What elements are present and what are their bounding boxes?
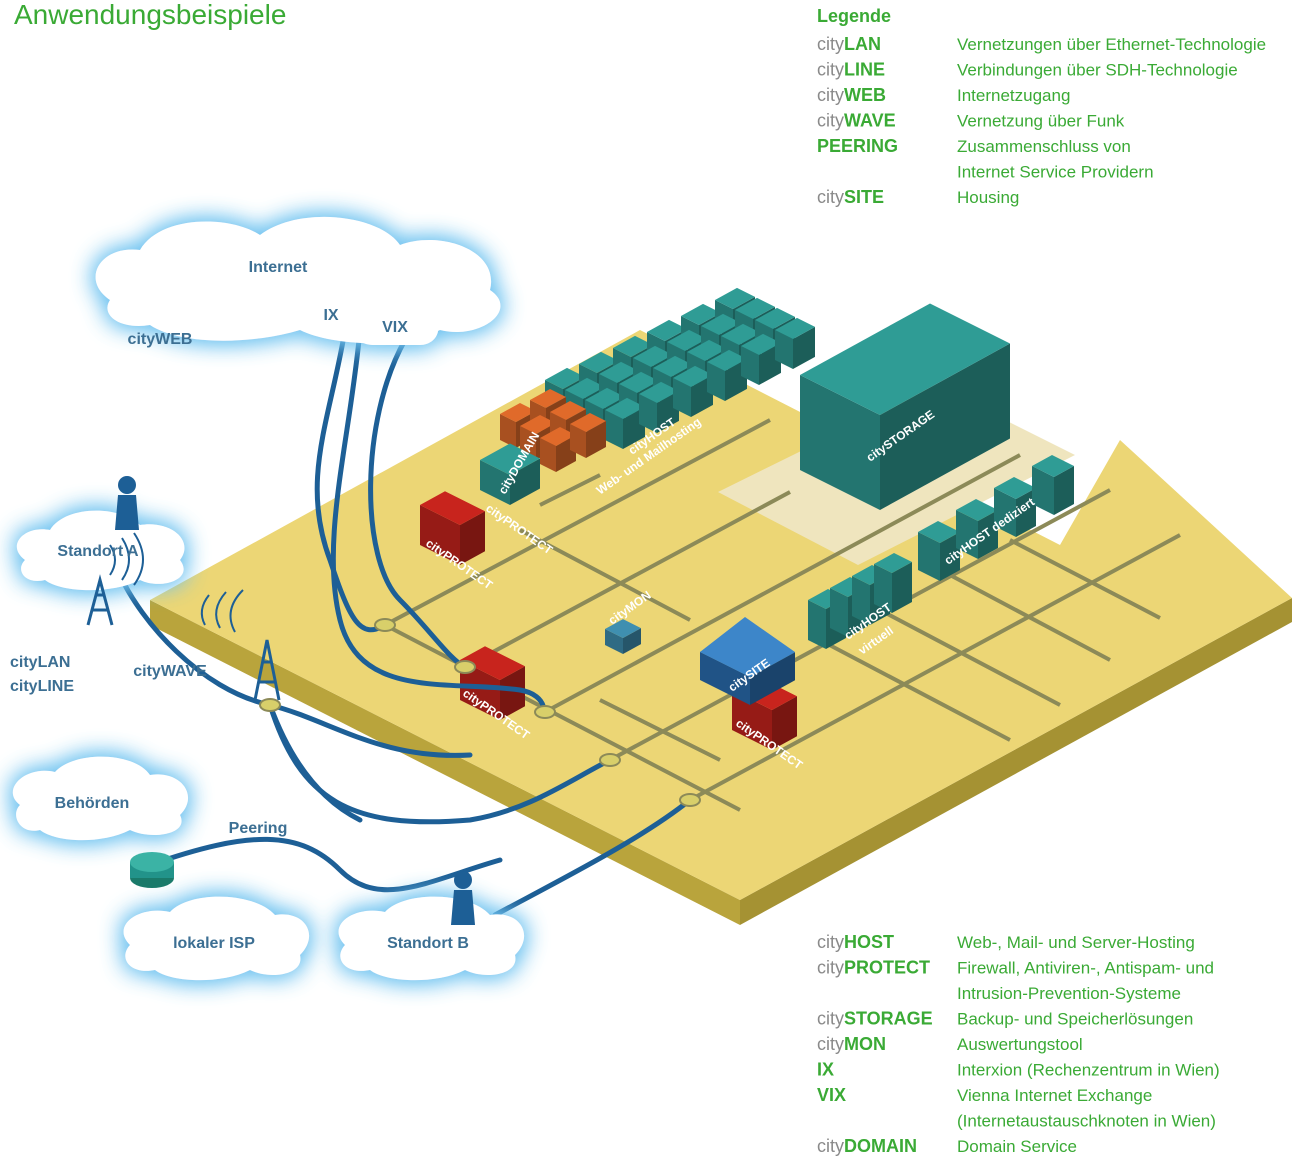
equipment-label: cityPROTECT [1035,371,1110,422]
legend-name: STORAGE [844,1009,933,1029]
cloud-label: VIX [382,319,408,336]
page-title: Anwendungsbeispiele [14,0,286,30]
legend-name: MON [844,1034,886,1054]
legend-description: Vernetzungen über Ethernet-Technologie [957,35,1266,54]
router [130,852,174,888]
legend-name: PROTECT [844,958,930,978]
legend-prefix: city [817,1009,844,1029]
legend-prefix: city [817,34,844,54]
legend-term: cityLINE [817,60,885,80]
legend-description: Domain Service [957,1137,1077,1156]
legend-name: WAVE [844,111,896,131]
cloud-label: Behörden [55,795,130,812]
legend-term: citySTORAGE [817,1009,933,1029]
platform [150,330,1292,925]
legend-description: Interxion (Rechenzentrum in Wien) [957,1061,1220,1080]
legend-heading: Legende [817,6,891,26]
cloud-label: IX [323,307,338,324]
legend-description: Verbindungen über SDH-Technologie [957,61,1238,80]
legend-name: HOST [844,932,894,952]
legend-term: IX [817,1060,834,1080]
legend-name: WEB [844,85,886,105]
legend-prefix: city [817,111,844,131]
service-label: cityLAN [10,654,70,671]
legend-description: Zusammenschluss von [957,137,1131,156]
legend-description: Vienna Internet Exchange [957,1086,1152,1105]
legend-term: cityWAVE [817,111,896,131]
legend-term: cityHOST [817,932,894,952]
legend-name: DOMAIN [844,1136,917,1156]
service-label: Peering [229,820,288,837]
service-label: cityWEB [128,331,193,348]
legend-name: VIX [817,1085,846,1105]
service-label: cityLINE [10,678,74,695]
legend-prefix: city [817,85,844,105]
cloud-label: lokaler ISP [173,935,255,952]
cloud-label: Internet [249,259,308,276]
body: { "title": "Anwendungsbeispiele", "legen… [0,0,1297,1175]
legend-prefix: city [817,1136,844,1156]
page: Anwendungsbeispiele html, body { margin:… [0,0,1297,1175]
legend-term: VIX [817,1085,846,1105]
legend-name: PEERING [817,136,898,156]
legend-term: cityPROTECT [817,958,930,978]
legend-description: Auswertungstool [957,1035,1083,1054]
legend-term: cityLAN [817,34,881,54]
legend-prefix: city [817,187,844,207]
legend-description: Backup- und Speicherlösungen [957,1010,1193,1029]
legend-description: Intrusion-Prevention-Systeme [957,984,1181,1003]
legend-name: LINE [844,60,885,80]
legend-description: Vernetzung über Funk [957,112,1125,131]
legend-description: Internetzugang [957,86,1070,105]
legend-description: Housing [957,188,1019,207]
legend-name: LAN [844,34,881,54]
cloud-label: Standort A [57,543,139,560]
legend-description: Internet Service Providern [957,163,1154,182]
legend-description: (Internetaustauschknoten in Wien) [957,1112,1216,1131]
service-label: cityWAVE [133,663,207,680]
diagram: Anwendungsbeispiele [0,0,1297,1175]
legend-term: citySITE [817,187,884,207]
legend-term: cityWEB [817,85,886,105]
legend-prefix: city [817,1034,844,1054]
legend-name: SITE [844,187,884,207]
legend-prefix: city [817,932,844,952]
legend-prefix: city [817,958,844,978]
legend-description: Web-, Mail- und Server-Hosting [957,933,1195,952]
legend-term: PEERING [817,136,898,156]
legend-term: cityMON [817,1034,886,1054]
legend-term: cityDOMAIN [817,1136,917,1156]
legend-description: Firewall, Antiviren-, Antispam- und [957,959,1214,978]
cloud-label: Standort B [387,935,469,952]
legend-name: IX [817,1060,834,1080]
legend-prefix: city [817,60,844,80]
